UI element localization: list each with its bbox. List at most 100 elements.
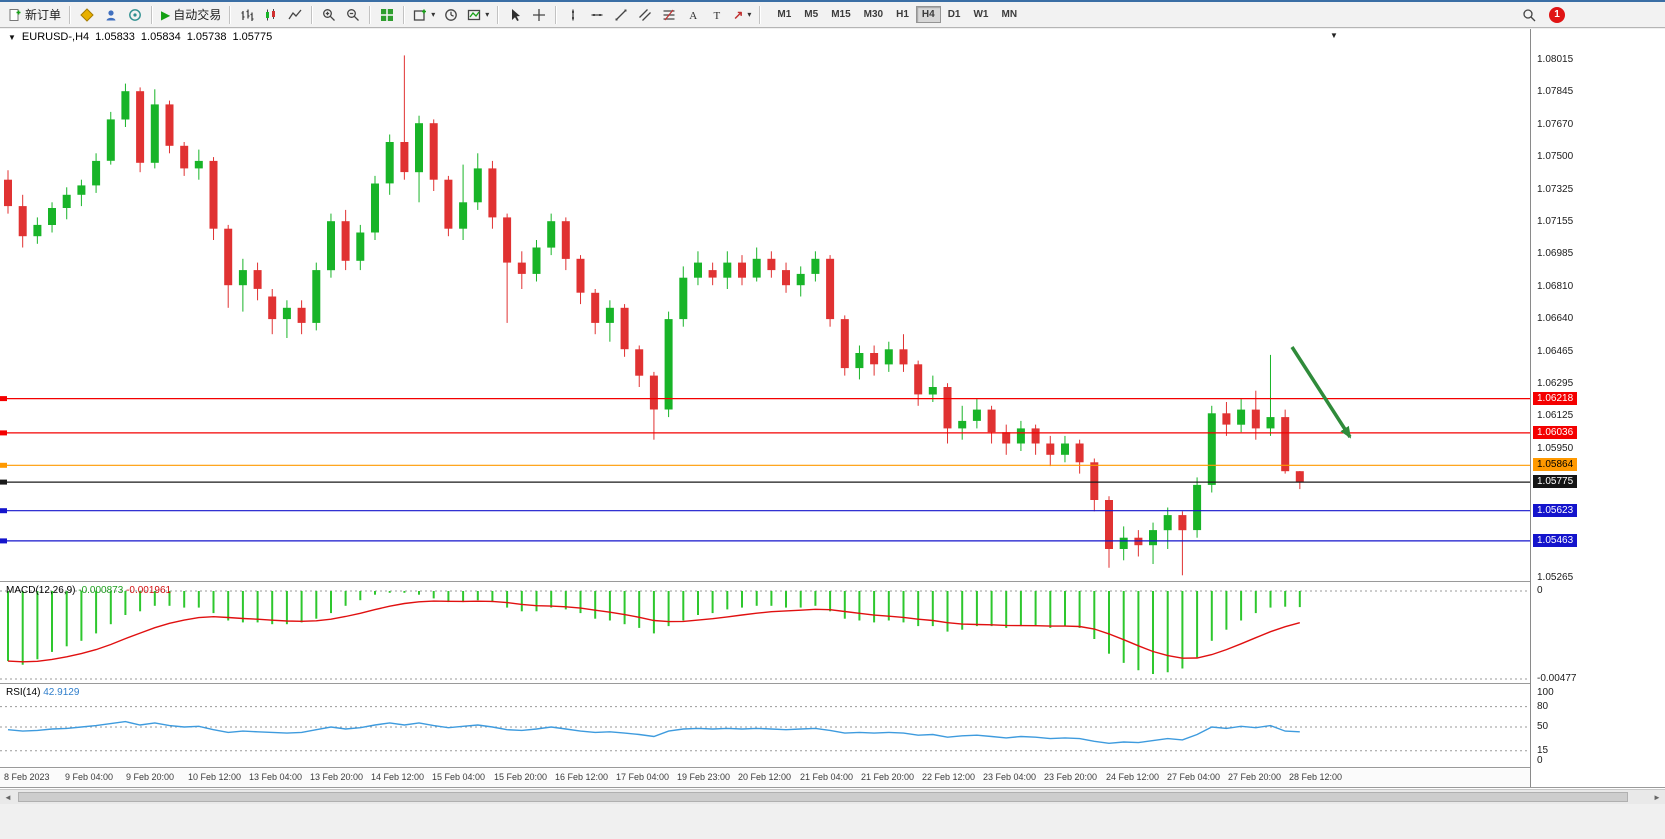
candle-body bbox=[165, 104, 174, 146]
crosshair-button[interactable] bbox=[527, 4, 551, 26]
price-chart-canvas[interactable] bbox=[0, 29, 1530, 581]
horizontal-scrollbar[interactable]: ◄ ► bbox=[0, 789, 1665, 804]
candle-body bbox=[767, 258, 776, 271]
trendline-tool-button[interactable] bbox=[609, 4, 633, 26]
candle-body bbox=[48, 208, 56, 225]
candle-body bbox=[1295, 471, 1304, 483]
macd-panel-canvas[interactable] bbox=[0, 583, 1530, 683]
panel-resize-handle[interactable] bbox=[0, 683, 1530, 685]
candle-body bbox=[400, 142, 409, 173]
zoom-in-icon bbox=[323, 8, 336, 21]
candle-body bbox=[1105, 500, 1113, 549]
scroll-right-icon[interactable]: ► bbox=[1653, 792, 1661, 802]
text-icon: A bbox=[689, 10, 697, 22]
horizontal-line-tool-button[interactable] bbox=[585, 4, 609, 26]
timeframe-h1[interactable]: H1 bbox=[890, 6, 915, 23]
new-order-label: 新订单 bbox=[25, 8, 62, 22]
market-watch-icon bbox=[80, 7, 94, 22]
clock-button[interactable] bbox=[439, 4, 463, 26]
date-label: 14 Feb 12:00 bbox=[371, 772, 425, 782]
date-axis[interactable]: 8 Feb 2023 9 Feb 04:00 9 Feb 20:00 10 Feb 1… bbox=[0, 769, 1530, 787]
bar-chart-button[interactable] bbox=[235, 4, 259, 26]
candle-body bbox=[282, 307, 291, 320]
timeframe-m15[interactable]: M15 bbox=[825, 6, 856, 23]
candle-body bbox=[1193, 484, 1202, 531]
candlestick-chart-button[interactable] bbox=[259, 4, 283, 26]
scrollbar-thumb[interactable] bbox=[18, 792, 1628, 802]
date-label: 15 Feb 20:00 bbox=[494, 772, 548, 782]
candle-body bbox=[1075, 443, 1084, 463]
notification-badge[interactable]: 1 bbox=[1549, 6, 1565, 23]
candle-body bbox=[694, 262, 702, 278]
date-label: 21 Feb 20:00 bbox=[861, 772, 915, 782]
label-tool-button[interactable]: T bbox=[705, 4, 729, 26]
ohlc-open: 1.05833 bbox=[95, 31, 135, 43]
candle-body bbox=[121, 91, 130, 120]
price-badge: 1.06036 bbox=[1533, 426, 1578, 439]
candle-body bbox=[1002, 432, 1011, 444]
date-label: 16 Feb 12:00 bbox=[555, 772, 609, 782]
new-order-icon bbox=[9, 8, 21, 21]
vertical-line-tool-button[interactable] bbox=[561, 4, 585, 26]
candle-body bbox=[356, 232, 365, 261]
price-level-anchor[interactable] bbox=[0, 396, 7, 402]
text-tool-button[interactable]: A bbox=[681, 4, 705, 26]
panel-resize-handle[interactable] bbox=[0, 581, 1530, 583]
candle-body bbox=[576, 258, 585, 293]
date-label: 23 Feb 20:00 bbox=[1044, 772, 1098, 782]
timeframe-mn[interactable]: MN bbox=[995, 6, 1023, 23]
timeframe-m30[interactable]: M30 bbox=[858, 6, 889, 23]
new-chart-button[interactable]: ▾ bbox=[409, 4, 439, 26]
price-level-anchor[interactable] bbox=[0, 508, 7, 514]
price-badge: 1.05623 bbox=[1533, 504, 1578, 517]
fibonacci-tool-button[interactable] bbox=[657, 4, 681, 26]
candle-body bbox=[664, 319, 673, 410]
price-tick-label: 1.07500 bbox=[1537, 151, 1574, 162]
price-level-anchor[interactable] bbox=[0, 538, 7, 544]
rsi-tick-label: 100 bbox=[1537, 687, 1554, 698]
trendline-icon bbox=[615, 9, 627, 20]
price-level-anchor[interactable] bbox=[0, 479, 7, 485]
candle-body bbox=[987, 409, 996, 433]
price-tick-label: 1.06125 bbox=[1537, 410, 1574, 421]
price-axis[interactable]: 1.08015 1.07845 1.07670 1.07500 1.07325 1.071… bbox=[1530, 29, 1665, 787]
chart-shift-marker[interactable]: ▼ bbox=[1330, 31, 1338, 40]
price-tick-label: 1.07155 bbox=[1537, 216, 1574, 227]
zoom-in-button[interactable] bbox=[317, 4, 341, 26]
line-chart-button[interactable] bbox=[283, 4, 307, 26]
timeframe-h4[interactable]: H4 bbox=[915, 6, 941, 23]
separator bbox=[497, 5, 500, 24]
separator bbox=[759, 5, 762, 24]
navigator-button[interactable] bbox=[123, 4, 147, 26]
horizontal-line-icon bbox=[591, 13, 603, 16]
candle-body bbox=[738, 262, 746, 278]
tile-windows-button[interactable] bbox=[375, 4, 399, 26]
price-level-anchor[interactable] bbox=[0, 430, 7, 436]
timeframe-w1[interactable]: W1 bbox=[967, 6, 994, 23]
market-watch-button[interactable] bbox=[75, 4, 99, 26]
timeframe-d1[interactable]: D1 bbox=[942, 6, 967, 23]
label-icon: T bbox=[714, 10, 721, 22]
cursor-button[interactable] bbox=[503, 4, 527, 26]
rsi-panel-canvas[interactable] bbox=[0, 685, 1530, 767]
timeframe-m1[interactable]: M1 bbox=[771, 6, 797, 23]
timeframe-m5[interactable]: M5 bbox=[798, 6, 824, 23]
candle-body bbox=[92, 160, 101, 186]
zoom-out-button[interactable] bbox=[341, 4, 365, 26]
one-click-trading-toggle[interactable]: ▼ bbox=[8, 32, 16, 42]
ohlc-high: 1.05834 bbox=[140, 31, 181, 43]
indicators-button[interactable]: ▾ bbox=[463, 4, 493, 26]
new-order-button[interactable]: 新订单 bbox=[4, 4, 65, 26]
price-level-anchor[interactable] bbox=[0, 462, 7, 468]
trend-arrow-annotation[interactable] bbox=[1290, 346, 1352, 439]
autotrading-button[interactable]: ▶ 自动交易 bbox=[157, 4, 225, 26]
search-button[interactable] bbox=[1517, 4, 1541, 26]
panel-resize-handle[interactable] bbox=[0, 767, 1530, 769]
candle-body bbox=[341, 221, 350, 261]
dropdown-caret: ▾ bbox=[747, 10, 752, 19]
scroll-left-icon[interactable]: ◄ bbox=[4, 792, 12, 802]
profiles-button[interactable] bbox=[99, 4, 123, 26]
arrows-tool-button[interactable]: ↗ ▾ bbox=[729, 4, 755, 26]
svg-text:A: A bbox=[689, 10, 697, 22]
channel-tool-button[interactable] bbox=[633, 4, 657, 26]
